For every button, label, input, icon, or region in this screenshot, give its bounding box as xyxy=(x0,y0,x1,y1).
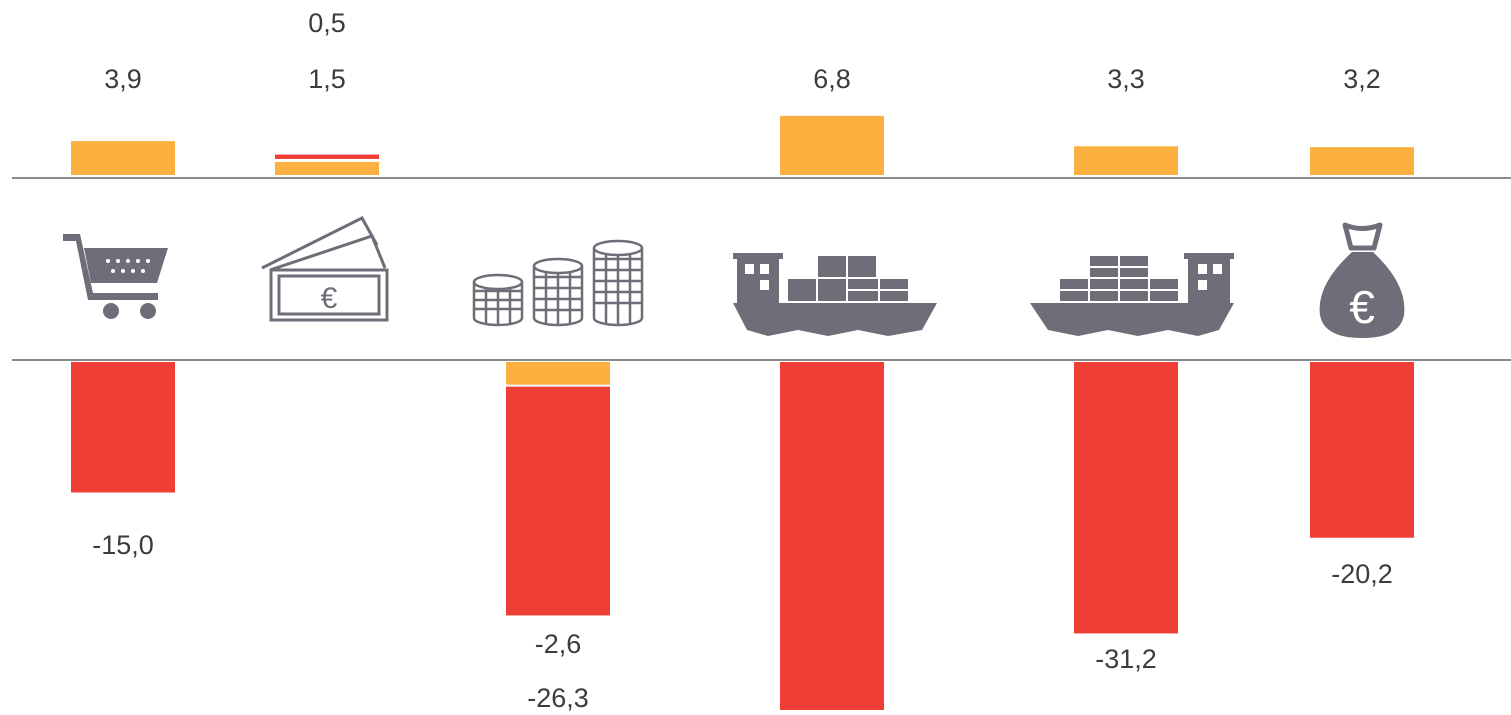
label-upper-0: 3,9 xyxy=(104,64,142,94)
label-lower-2: -26,3 xyxy=(527,683,589,713)
bar-yellow-0 xyxy=(71,141,175,175)
cargo-ship-export-icon xyxy=(733,253,937,336)
bar-yellow-4 xyxy=(1074,146,1178,175)
banknote-icon: € xyxy=(261,216,389,322)
value-labels: 3,9 -15,0 0,5 1,5 -2,6 -26,3 6,8 3,3 -31,2 3,2 -20… xyxy=(92,8,1393,713)
label-upper-1: 1,5 xyxy=(308,64,346,94)
bar-yellow-1 xyxy=(275,161,379,175)
label-upper-4: 3,3 xyxy=(1107,64,1145,94)
bar-yellow-2 xyxy=(506,362,610,385)
label-lower-yellow-2: -2,6 xyxy=(535,629,582,659)
bar-red-4 xyxy=(1074,362,1178,634)
label-upper-5: 3,2 xyxy=(1343,64,1381,94)
money-bag-icon: € xyxy=(1319,222,1405,338)
bar-red-1 xyxy=(275,154,379,159)
bar-red-2 xyxy=(506,386,610,616)
bar-red-5 xyxy=(1310,362,1414,538)
label-upper-3: 6,8 xyxy=(813,64,851,94)
bars xyxy=(71,115,1414,710)
shopping-cart-icon xyxy=(63,234,168,319)
bar-yellow-5 xyxy=(1310,147,1414,175)
label-upper-red-1: 0,5 xyxy=(308,8,346,38)
coins-icon xyxy=(472,239,644,327)
bar-red-3 xyxy=(780,362,884,710)
bar-yellow-3 xyxy=(780,115,884,175)
svg-text:€: € xyxy=(321,282,338,315)
cargo-ship-import-icon xyxy=(1030,253,1234,336)
svg-text:€: € xyxy=(1349,281,1375,333)
bar-red-0 xyxy=(71,362,175,493)
label-lower-4: -31,2 xyxy=(1095,644,1157,674)
label-lower-5: -20,2 xyxy=(1331,559,1393,589)
label-lower-0: -15,0 xyxy=(92,530,154,560)
